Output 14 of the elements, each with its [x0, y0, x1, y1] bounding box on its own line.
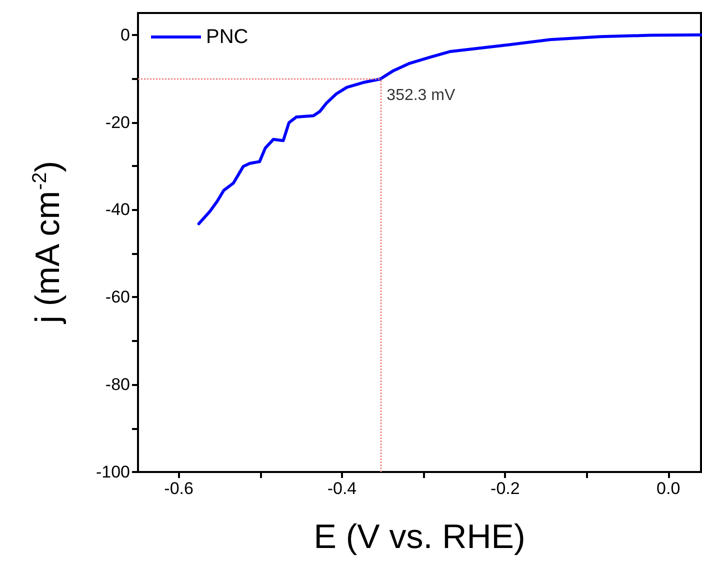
y-tick-label: -80 — [105, 375, 130, 394]
x-tick-label: 0.0 — [656, 479, 680, 498]
y-tick-label: -20 — [105, 112, 130, 132]
x-tick-label: -0.6 — [164, 479, 194, 498]
x-tick-label: -0.2 — [490, 479, 520, 498]
legend-label: PNC — [206, 26, 248, 48]
y-tick-label: -40 — [105, 200, 130, 220]
y-axis-title: j (mA cm-2) — [29, 160, 67, 324]
y-tick-label: -60 — [105, 288, 130, 307]
y-tick-label: 0 — [120, 25, 130, 44]
x-axis-title: E (V vs. RHE) — [314, 518, 526, 556]
annotation: 352.3 mV — [386, 87, 456, 104]
x-tick-label: -0.4 — [327, 479, 357, 498]
y-tick-label: -100 — [96, 462, 130, 482]
